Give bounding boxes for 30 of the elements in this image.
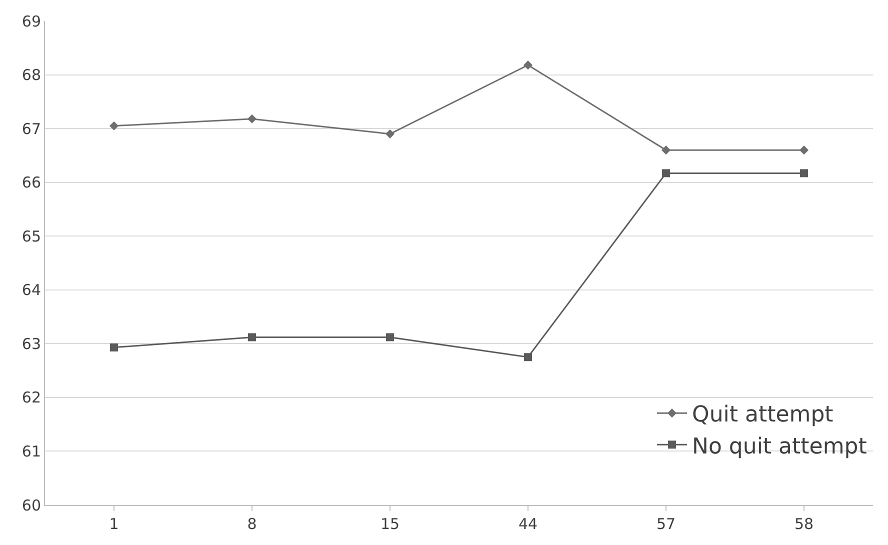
y-tick-label: 60 <box>22 496 41 514</box>
point <box>109 121 119 130</box>
x-tick-label: 58 <box>794 515 814 533</box>
point <box>523 60 533 70</box>
y-tick-label: 69 <box>22 12 41 30</box>
x-tick-label: 8 <box>247 515 257 533</box>
point <box>385 129 395 138</box>
y-tick-label: 68 <box>22 66 41 84</box>
point <box>248 333 256 342</box>
y-tick-label: 64 <box>22 281 41 300</box>
y-tick-label: 65 <box>22 227 41 246</box>
point <box>662 169 670 178</box>
y-tick-label: 67 <box>22 120 41 138</box>
legend-label: Quit attempt <box>692 402 834 428</box>
point <box>386 333 394 342</box>
y-tick-label: 66 <box>22 174 41 192</box>
x-tick-label: 1 <box>109 515 119 533</box>
x-tick-label: 15 <box>380 515 400 533</box>
point <box>524 353 532 362</box>
point <box>800 169 808 178</box>
x-tick-label: 57 <box>656 515 676 533</box>
x-tick-label: 44 <box>518 515 538 533</box>
point <box>247 114 257 124</box>
point <box>799 146 809 155</box>
y-tick-label: 61 <box>22 442 41 460</box>
point <box>661 146 671 155</box>
y-tick-label: 63 <box>22 334 41 353</box>
point <box>110 343 118 352</box>
y-tick-label: 62 <box>22 388 41 407</box>
legend-label: No quit attempt <box>692 434 868 460</box>
